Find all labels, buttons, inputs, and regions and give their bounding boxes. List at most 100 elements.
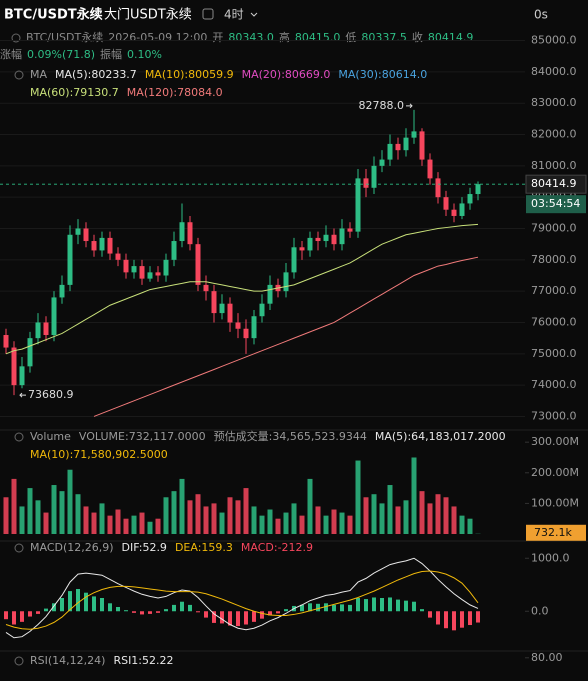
candle-body [51,297,57,336]
volume-bar [51,485,57,534]
volume-bar [43,512,49,534]
volume-bar [195,494,201,534]
y-tick-label: 1000.0 [531,551,570,564]
info-text: 80415.0 [295,31,341,44]
macd-bar [412,601,416,612]
legend-icon [14,543,24,553]
y-tick-label: 73000.0 [531,409,577,422]
volume-bar [67,469,73,534]
volume-bar [91,512,97,534]
candle-body [131,266,137,273]
legend-entry: 预估成交量:34,565,523.9344 [214,429,367,443]
legend-entry: MA(5):64,183,017.2000 [375,430,506,443]
volume-bar [427,503,433,534]
legend-entry: MA(10):80059.9 [145,68,234,81]
legend-entry: RSI(14,12,24) [30,654,105,667]
volume-bar [459,515,465,534]
high-arrow [406,103,413,109]
macd-bar [212,611,216,623]
volume-bar [371,494,377,534]
macd-bar [332,604,336,612]
info-text: 低 [345,31,356,44]
macd-bar [340,604,344,612]
macd-bar [388,597,392,612]
macd-bar [268,611,272,616]
volume-bar [387,485,393,534]
macd-bar [276,611,280,614]
volume-bar [19,506,25,534]
volume-bar [3,497,9,534]
volume-bar [347,515,353,534]
candle-body [331,234,337,245]
volume-bar [83,506,89,534]
macd-bar [180,601,184,612]
macd-bar [12,611,16,625]
macd-bar [356,598,360,612]
legend-entry: MA [30,68,47,81]
volume-bar [115,509,121,534]
macd-bar [132,611,136,613]
macd-bar [244,611,248,625]
volume-bar [179,478,185,534]
legend-entry: MA(120):78084.0 [127,86,223,99]
volume-bar [243,488,249,534]
candle-body [59,284,65,298]
y-tick-label: 81000.0 [531,159,577,172]
y-tick-label: 0.0 [531,604,549,617]
candle-body [387,143,393,160]
candle-body [339,228,345,245]
y-tick-label: 80.00 [531,651,563,664]
volume-bar [299,515,305,534]
candle-body [443,197,449,210]
edit-icon[interactable] [202,8,214,20]
macd-bar [28,611,32,617]
interval-chevron[interactable] [250,12,258,17]
candle-body [427,159,433,179]
info-text: 涨幅 [0,48,22,61]
interval[interactable]: 4时 [224,8,244,22]
candle-body [315,237,321,242]
candle-body [347,228,353,232]
volume-bar [379,503,385,534]
y-tick-label: 100.00M [531,496,579,509]
macd-bar [60,598,64,612]
candle-body [43,322,49,336]
volume-bar [99,503,105,534]
info-text: 高 [279,30,290,44]
volume-bar [107,515,113,534]
instrument-name: 大门USDT永续 [104,8,192,23]
volume-bar [155,518,161,534]
y-tick-label: 76000.0 [531,315,577,328]
candle-body [211,291,217,314]
macd-bar [76,588,80,612]
symbol[interactable]: BTC/USDT永续 [4,7,103,23]
info-text: 收 [412,30,423,44]
macd-bar [284,609,288,612]
volume-bar [307,478,313,534]
volume-bar [251,506,257,534]
volume-bar [331,509,337,534]
macd-bar [228,611,232,626]
candle-body [411,131,417,138]
y-tick-label: 74000.0 [531,378,577,391]
candle-body [459,203,465,216]
volume-bar [259,515,265,534]
countdown-box [526,195,586,214]
last-price: 80414.9 [531,177,577,190]
volume-bar [187,500,193,534]
volume-bar [35,500,41,534]
macd-bar [92,596,96,612]
y-tick-label: 79000.0 [531,222,577,235]
candle-body [235,322,241,329]
candle-body [451,209,457,216]
candle-body [299,247,305,251]
last-volume: 732.1k [534,526,572,539]
candle-body [19,366,25,386]
countdown: 03:54:54 [531,197,580,210]
candle-body [203,284,209,292]
macd-bar [36,611,40,614]
info-text: 振幅 [100,47,122,61]
macd-bar [4,611,8,620]
candle-body [395,143,401,151]
candle-body [259,303,265,317]
